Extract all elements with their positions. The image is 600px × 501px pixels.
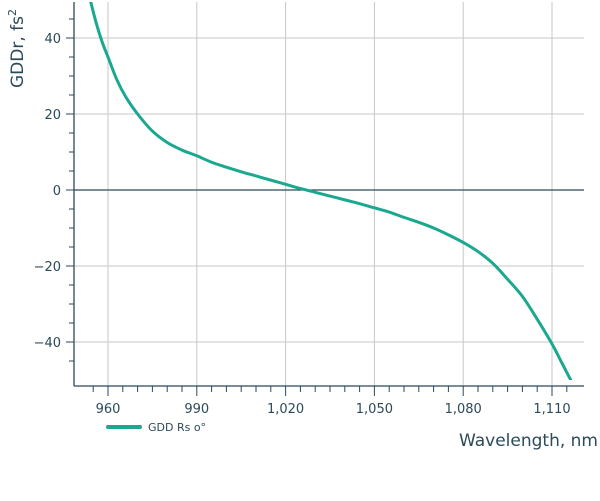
y-tick-label: 40 — [44, 32, 61, 47]
legend: GDD Rs o° — [106, 421, 206, 434]
x-tick-label: 1,110 — [533, 402, 570, 417]
x-tick-label: 1,020 — [267, 402, 304, 417]
y-tick-label: −40 — [34, 336, 61, 351]
legend-label: GDD Rs o° — [148, 421, 206, 434]
series-line-gdd — [89, 2, 573, 380]
x-axis-title: Wavelength, nm — [459, 431, 598, 451]
x-tick-label: 1,080 — [445, 402, 482, 417]
y-tick-label: −20 — [34, 260, 61, 275]
y-axis-title-text: GDDr, fs — [8, 16, 28, 88]
y-axis-title-superscript: 2 — [6, 9, 19, 16]
series-layer — [89, 2, 573, 380]
x-tick-label: 990 — [184, 402, 209, 417]
tick-labels: 960 990 1,020 1,050 1,080 1,110 40 20 0 −20 −40 — [34, 32, 571, 417]
x-tick-label: 960 — [96, 402, 121, 417]
axes — [66, 2, 584, 396]
y-tick-label: 0 — [53, 184, 61, 199]
legend-swatch — [106, 425, 142, 429]
x-tick-label: 1,050 — [356, 402, 393, 417]
y-tick-label: 20 — [44, 108, 61, 123]
grid — [74, 2, 584, 386]
y-axis-title: GDDr, fs2 — [6, 9, 28, 88]
